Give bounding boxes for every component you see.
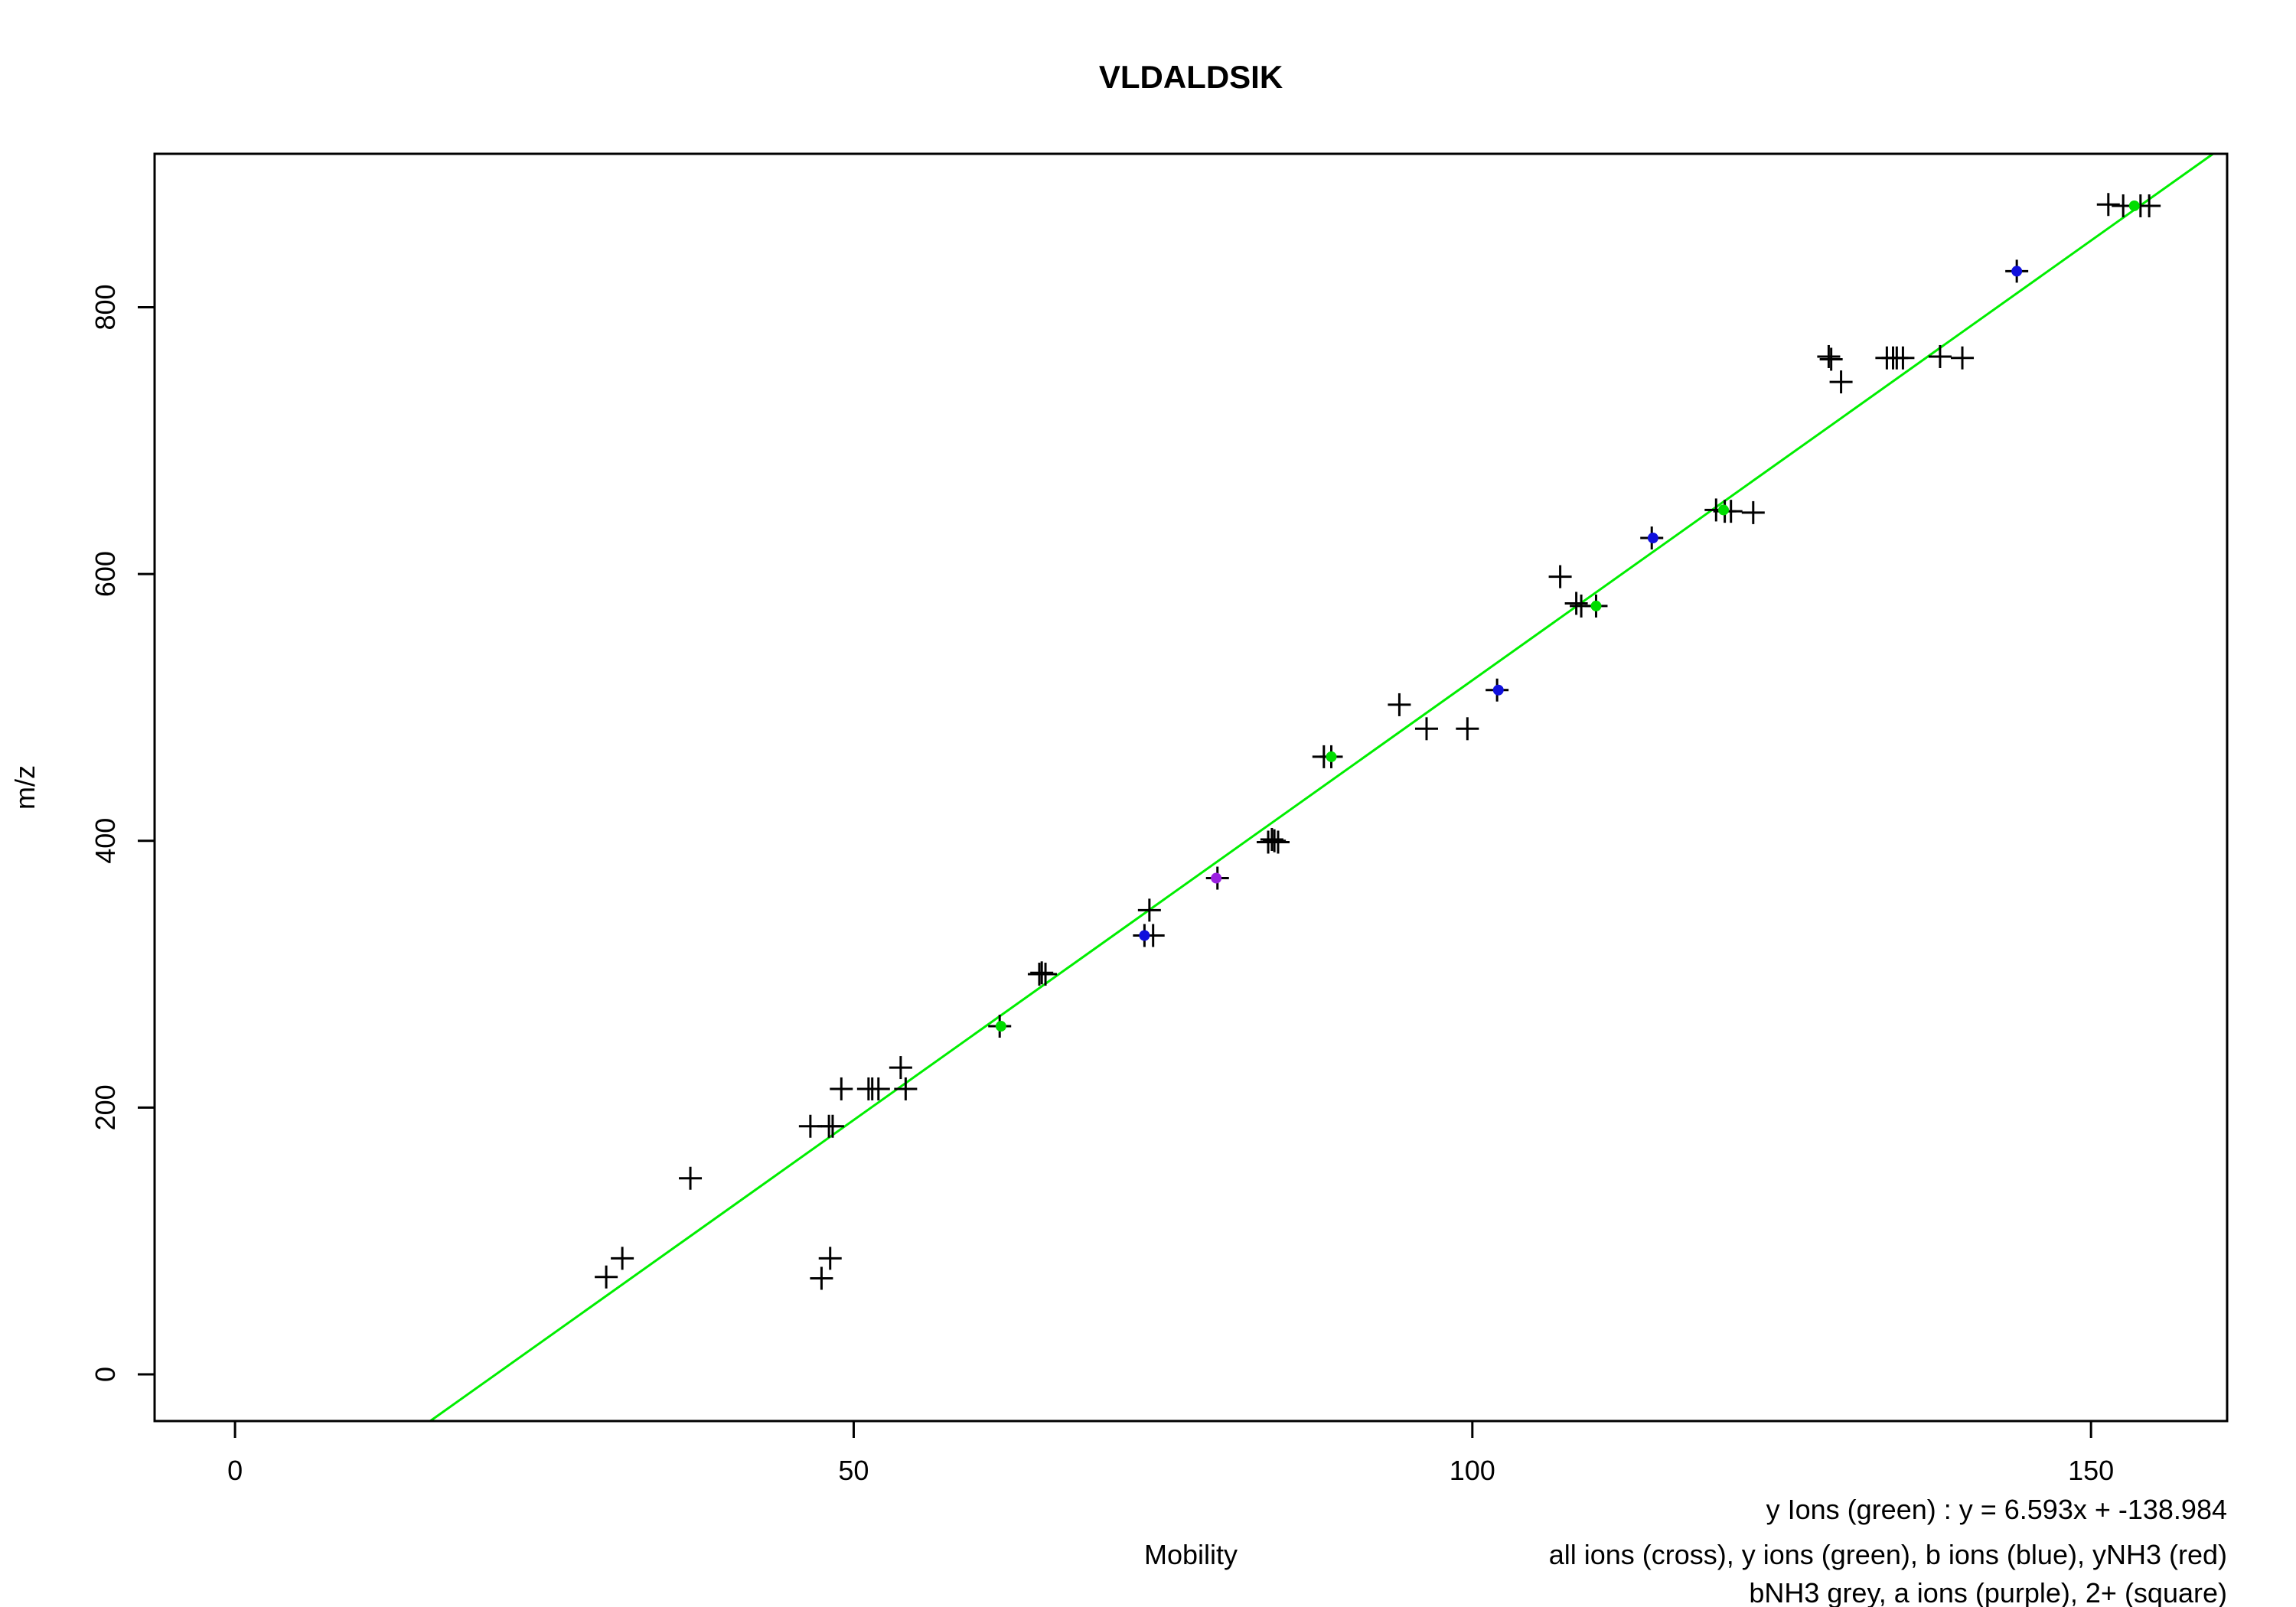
x-tick-label: 0 bbox=[227, 1455, 243, 1486]
data-point-cross bbox=[1456, 717, 1479, 741]
x-tick-label: 150 bbox=[2068, 1455, 2114, 1486]
data-point-cross bbox=[1260, 827, 1283, 851]
data-point-cross bbox=[1137, 898, 1161, 922]
data-point-cross bbox=[1034, 963, 1058, 986]
x-axis-label: Mobility bbox=[1144, 1539, 1238, 1570]
data-point-cross bbox=[1388, 693, 1411, 716]
data-point-cross bbox=[1414, 717, 1438, 741]
y-tick-label: 200 bbox=[90, 1084, 121, 1130]
data-point-cross bbox=[1030, 961, 1054, 985]
chart-title: VLDALDSIK bbox=[1099, 59, 1283, 95]
y-tick-label: 600 bbox=[90, 551, 121, 597]
data-point-y-ions bbox=[1326, 751, 1337, 762]
data-point-cross bbox=[679, 1166, 703, 1190]
x-tick-label: 50 bbox=[838, 1455, 869, 1486]
legend-note-line-1: all ions (cross), y ions (green), b ions… bbox=[1549, 1539, 2227, 1570]
data-point-b-ions bbox=[1492, 684, 1504, 696]
data-point-y-ions bbox=[1590, 600, 1602, 611]
data-point-cross bbox=[1819, 347, 1843, 371]
data-point-y-ions bbox=[1717, 504, 1729, 516]
data-point-cross bbox=[1263, 829, 1287, 852]
data-point-y-ions bbox=[2128, 200, 2140, 211]
data-point-cross bbox=[866, 1077, 890, 1100]
plot-area bbox=[429, 152, 2214, 1423]
data-point-cross bbox=[2096, 193, 2120, 217]
data-point-cross bbox=[1817, 344, 1841, 368]
data-point-cross bbox=[1266, 830, 1290, 854]
data-point-b-ions bbox=[1139, 930, 1150, 941]
data-marks bbox=[595, 193, 2161, 1290]
regression-line bbox=[429, 152, 2214, 1423]
y-axis-label: m/z bbox=[9, 765, 41, 810]
data-point-a-ions bbox=[1211, 872, 1222, 884]
data-point-y-ions bbox=[995, 1021, 1006, 1032]
data-point-cross bbox=[1928, 344, 1952, 368]
y-tick-label: 400 bbox=[90, 818, 121, 864]
data-point-cross bbox=[595, 1265, 618, 1289]
data-point-cross bbox=[1564, 592, 1588, 615]
data-point-cross bbox=[1829, 370, 1853, 394]
data-point-b-ions bbox=[2011, 266, 2023, 277]
data-point-cross bbox=[1891, 346, 1915, 370]
y-axis: 0 200 400 600 800 bbox=[90, 284, 155, 1382]
y-tick-label: 0 bbox=[90, 1367, 121, 1382]
data-point-cross bbox=[810, 1266, 833, 1290]
data-point-cross bbox=[820, 1114, 844, 1138]
data-point-cross bbox=[1548, 565, 1572, 588]
data-point-cross bbox=[1951, 346, 1975, 370]
data-point-cross bbox=[830, 1077, 853, 1100]
data-point-cross bbox=[2138, 194, 2161, 217]
data-point-cross bbox=[894, 1077, 918, 1100]
data-point-cross bbox=[1741, 500, 1765, 524]
data-point-b-ions bbox=[1647, 533, 1658, 544]
fit-equation: y Ions (green) : y = 6.593x + -138.984 bbox=[1766, 1494, 2227, 1525]
data-point-cross bbox=[818, 1247, 842, 1270]
x-tick-label: 100 bbox=[1450, 1455, 1495, 1486]
y-tick-label: 800 bbox=[90, 284, 121, 330]
data-point-cross bbox=[611, 1247, 634, 1270]
data-point-cross bbox=[889, 1056, 912, 1080]
legend-note-line-2: bNH3 grey, a ions (purple), 2+ (square) bbox=[1749, 1577, 2227, 1607]
x-axis: 0 50 100 150 bbox=[227, 1421, 2114, 1486]
plot-frame bbox=[153, 152, 2229, 1423]
